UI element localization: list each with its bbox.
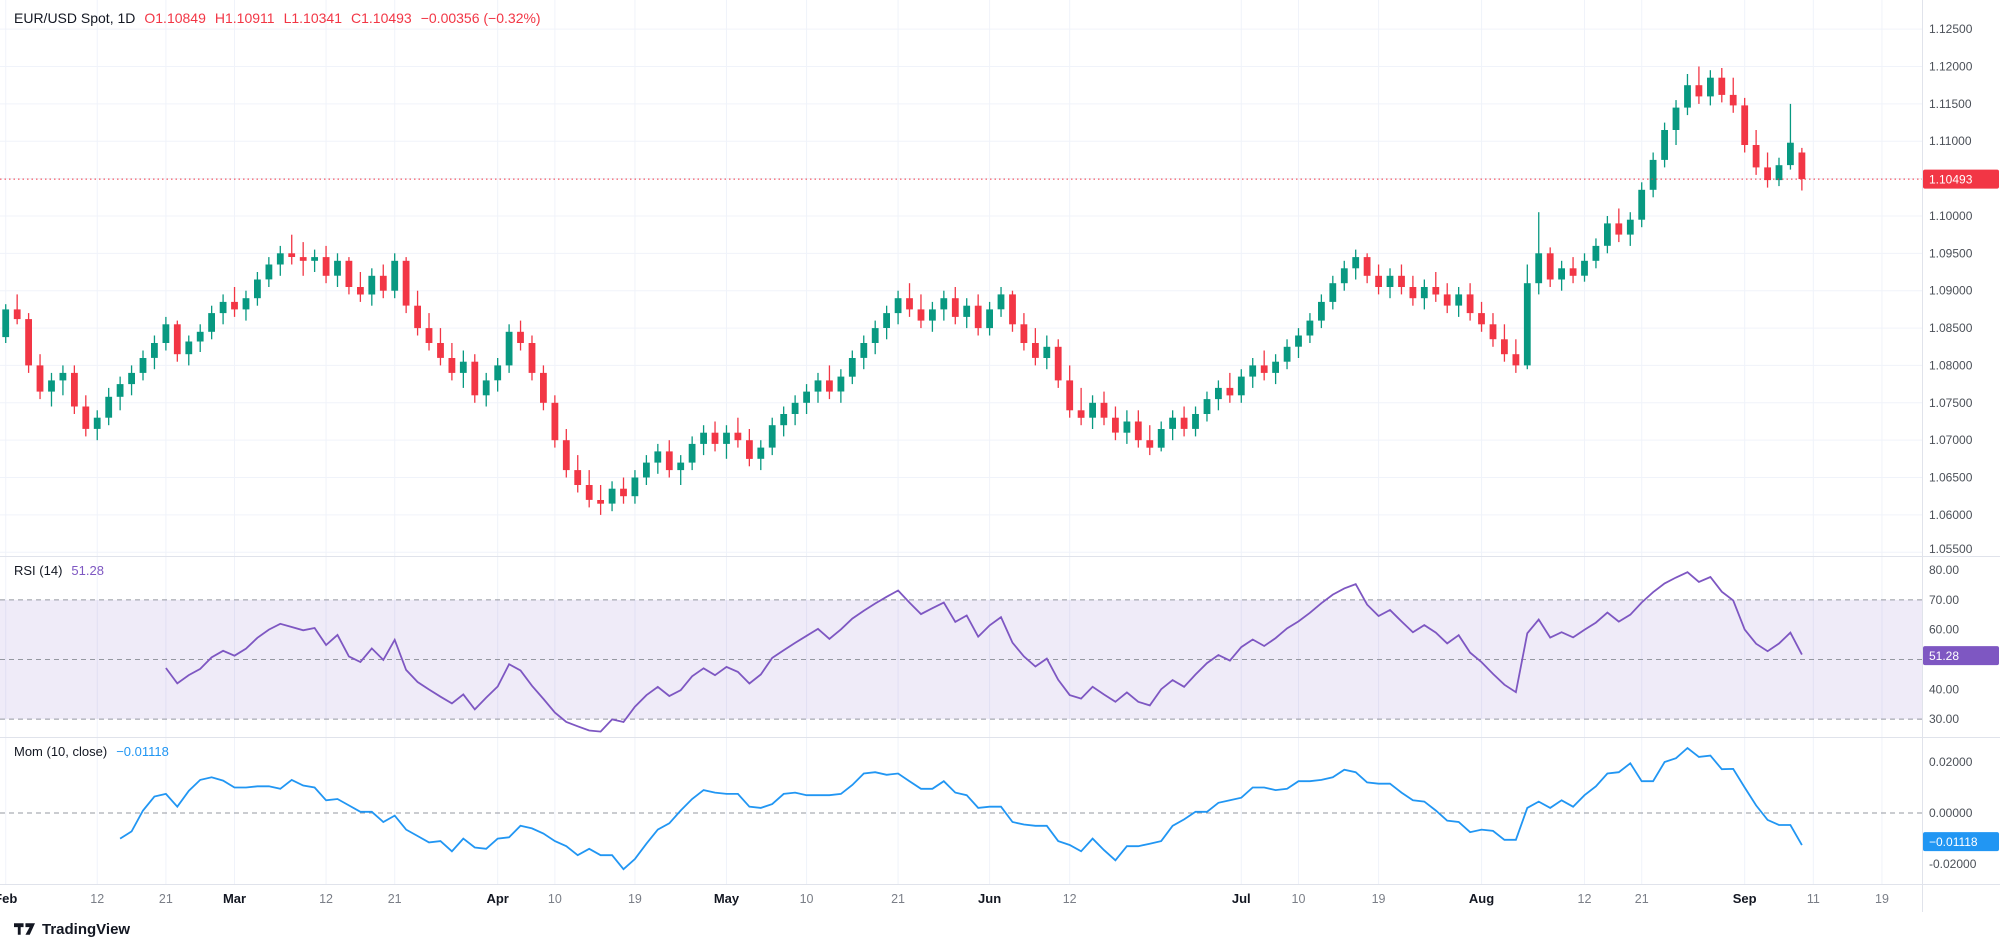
open-value: 1.10849 — [155, 10, 206, 26]
time-tick-label: May — [714, 891, 740, 906]
svg-text:1.12500: 1.12500 — [1929, 22, 1973, 36]
svg-text:−0.01118: −0.01118 — [1929, 835, 1978, 849]
svg-text:1.12000: 1.12000 — [1929, 60, 1973, 74]
svg-text:0.00000: 0.00000 — [1929, 806, 1973, 820]
time-tick-label: 10 — [800, 892, 814, 906]
svg-text:1.09500: 1.09500 — [1929, 246, 1973, 260]
rsi-line — [165, 571, 1803, 733]
svg-text:1.08500: 1.08500 — [1929, 321, 1973, 335]
symbol-legend: EUR/USD Spot, 1D O1.10849 H1.10911 L1.10… — [14, 10, 541, 26]
axis-badge — [1923, 646, 1999, 666]
svg-text:80.00: 80.00 — [1929, 563, 1959, 577]
time-axis[interactable]: Feb 12 21 Mar 12 21 Apr 10 19 May 10 21 Jun 12 Jul 10 19… — [0, 884, 2000, 912]
momentum-pane-canvas[interactable]: 0.02000 0.00000 -0.02000 −0.01118 — [0, 737, 2000, 884]
time-tick-label: 21 — [159, 892, 173, 906]
vertical-grid — [5, 0, 1883, 556]
candles — [2, 66, 1806, 515]
axis-badge — [1923, 832, 1999, 852]
time-tick-label: 21 — [1635, 892, 1649, 906]
vertical-grid — [5, 737, 1883, 884]
svg-text:1.08000: 1.08000 — [1929, 358, 1973, 372]
svg-text:51.28: 51.28 — [1929, 649, 1959, 663]
svg-text:1.06500: 1.06500 — [1929, 471, 1973, 485]
svg-text:1.11000: 1.11000 — [1929, 134, 1972, 148]
svg-text:1.06000: 1.06000 — [1929, 508, 1973, 522]
time-tick-label: Feb — [0, 891, 17, 906]
time-tick-label: 10 — [1292, 892, 1306, 906]
svg-text:30.00: 30.00 — [1929, 712, 1959, 726]
svg-text:0.02000: 0.02000 — [1929, 755, 1973, 769]
price-pane-canvas[interactable]: 1.125001.120001.115001.110001.105001.100… — [0, 0, 2000, 556]
svg-text:1.11500: 1.11500 — [1929, 97, 1972, 111]
time-tick-label: 11 — [1807, 892, 1820, 906]
rsi-title[interactable]: RSI (14) — [14, 563, 63, 578]
svg-text:1.05500: 1.05500 — [1929, 542, 1973, 556]
time-tick-label: 19 — [1372, 892, 1386, 906]
svg-text:70.00: 70.00 — [1929, 593, 1959, 607]
svg-text:40.00: 40.00 — [1929, 682, 1959, 696]
svg-text:1.07500: 1.07500 — [1929, 396, 1973, 410]
close-value: 1.10493 — [361, 10, 412, 26]
momentum-legend: Mom (10, close) −0.01118 — [14, 744, 169, 759]
tradingview-icon — [14, 923, 35, 935]
ohlc-high: H1.10911 — [215, 10, 275, 26]
momentum-title[interactable]: Mom (10, close) — [14, 744, 108, 759]
time-tick-label: Mar — [223, 891, 246, 906]
svg-text:60.00: 60.00 — [1929, 623, 1959, 637]
time-tick-label: 21 — [891, 892, 905, 906]
change-value: −0.00356 (−0.32%) — [420, 10, 541, 26]
low-label: L — [283, 10, 292, 26]
time-tick-label: 21 — [388, 892, 402, 906]
time-tick-label: Jul — [1232, 891, 1251, 906]
time-tick-label: 12 — [1063, 892, 1077, 906]
time-tick-label: 19 — [1875, 892, 1889, 906]
close-label: C — [350, 10, 362, 26]
time-tick-label: Aug — [1469, 891, 1494, 906]
momentum-value: −0.01118 — [116, 744, 169, 759]
axis-badge — [1923, 169, 1999, 189]
open-label: O — [144, 10, 156, 26]
svg-text:1.07000: 1.07000 — [1929, 433, 1973, 447]
momentum-line — [119, 746, 1803, 871]
svg-text:1.09000: 1.09000 — [1929, 284, 1973, 298]
rsi-value: 51.28 — [71, 563, 104, 578]
svg-text:1.10000: 1.10000 — [1929, 209, 1973, 223]
high-value: 1.10911 — [225, 10, 275, 26]
time-tick-label: 12 — [90, 892, 104, 906]
high-label: H — [214, 10, 225, 26]
ohlc-close: C1.10493 — [351, 10, 412, 26]
time-tick-label: 12 — [1578, 892, 1592, 906]
time-tick-label: Apr — [486, 891, 508, 906]
time-tick-label: Sep — [1733, 891, 1757, 906]
ohlc-low: L1.10341 — [284, 10, 342, 26]
svg-text:1.10493: 1.10493 — [1929, 173, 1973, 187]
time-tick-label: 19 — [628, 892, 642, 906]
vertical-grid — [5, 556, 1883, 737]
rsi-legend: RSI (14) 51.28 — [14, 563, 104, 578]
footer: TradingView — [14, 914, 130, 944]
symbol-title[interactable]: EUR/USD Spot, 1D — [14, 10, 136, 26]
ohlc-open: O1.10849 — [144, 10, 206, 26]
time-tick-label: Jun — [978, 891, 1001, 906]
low-value: 1.10341 — [291, 10, 342, 26]
tradingview-wordmark[interactable]: TradingView — [42, 920, 131, 938]
time-tick-label: 12 — [319, 892, 333, 906]
time-tick-label: 10 — [548, 892, 562, 906]
svg-text:-0.02000: -0.02000 — [1929, 857, 1977, 871]
